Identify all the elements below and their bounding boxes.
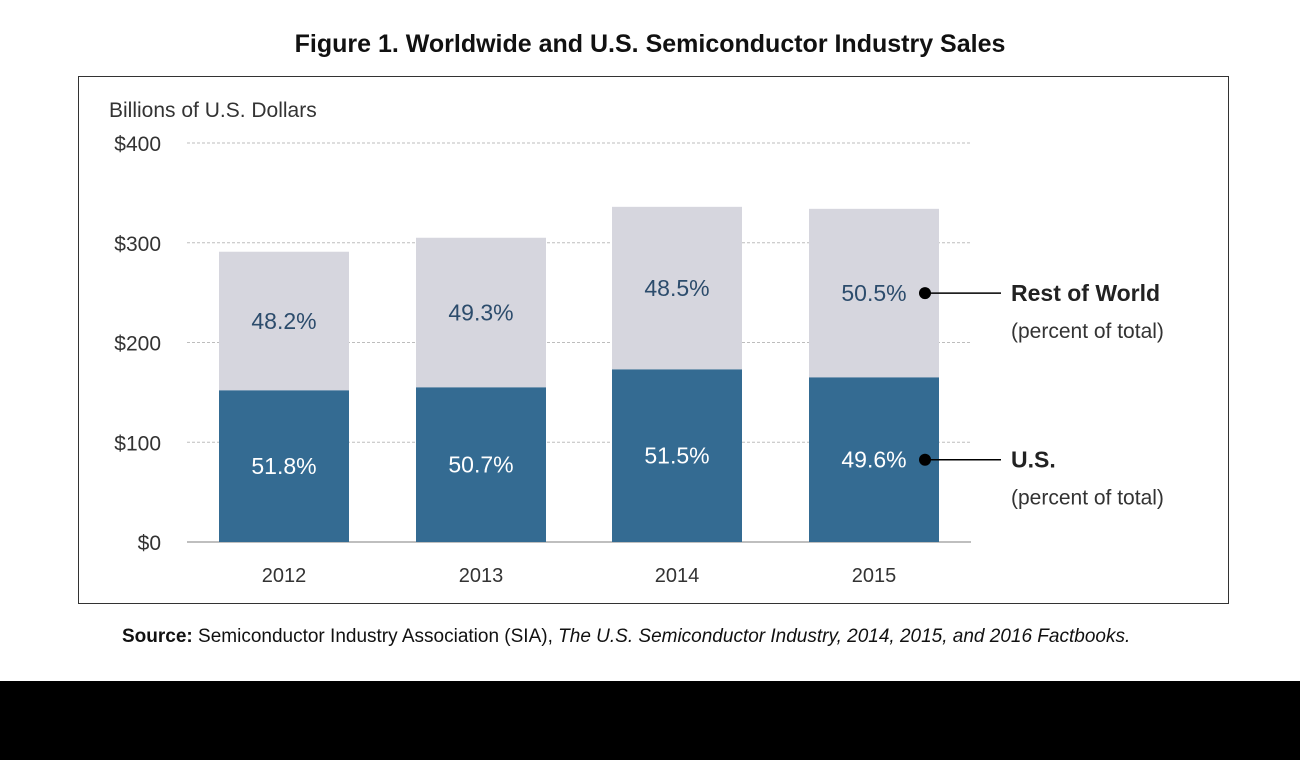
source-title: The U.S. Semiconductor Industry, 2014, 2… [558,626,1131,647]
bar-rest-of-world [612,206,742,370]
bar-us [416,387,546,542]
source-label: Source: [122,626,193,647]
bar-us [612,369,742,542]
legend-sublabel-us: (percent of total) [1011,487,1164,510]
legend-label-us: U.S. [1011,447,1056,473]
bar-rest-of-world [416,237,546,388]
y-tick-label: $0 [138,532,161,555]
chart-svg: Billions of U.S. Dollars $0 $100 $200 $300 $4… [109,99,1164,587]
y-tick-label: $400 [114,133,161,156]
data-label-rest-of-world: 48.2% [251,308,316,334]
y-axis-label: Billions of U.S. Dollars [109,99,317,122]
legend-sublabel-rest-of-world: (percent of total) [1011,320,1164,343]
x-tick-label: 2013 [459,565,504,587]
y-tick-label: $300 [114,233,161,256]
x-tick-label: 2014 [655,565,700,587]
data-label-rest-of-world: 48.5% [644,275,709,301]
y-tick-label: $200 [114,333,161,356]
source-note: Source: Semiconductor Industry Associati… [122,623,1202,651]
bar-us [809,377,939,542]
bar-us [219,390,349,542]
legend-label-rest-of-world: Rest of World [1011,280,1160,306]
data-label-us: 49.6% [841,447,906,473]
source-text: Semiconductor Industry Association (SIA)… [198,626,553,647]
figure-title: Figure 1. Worldwide and U.S. Semiconduct… [294,30,1006,58]
data-label-us: 51.5% [644,443,709,469]
x-tick-label: 2015 [852,565,897,587]
bar-rest-of-world [809,208,939,378]
data-label-us: 50.7% [448,452,513,478]
x-tick-label: 2012 [262,565,307,587]
data-label-rest-of-world: 50.5% [841,280,906,306]
y-tick-label: $100 [114,432,161,455]
chart-frame: Billions of U.S. Dollars $0 $100 $200 $300 $4… [78,76,1229,604]
bar-rest-of-world [219,251,349,391]
data-label-us: 51.8% [251,453,316,479]
data-label-rest-of-world: 49.3% [448,300,513,326]
black-band [0,681,1300,760]
